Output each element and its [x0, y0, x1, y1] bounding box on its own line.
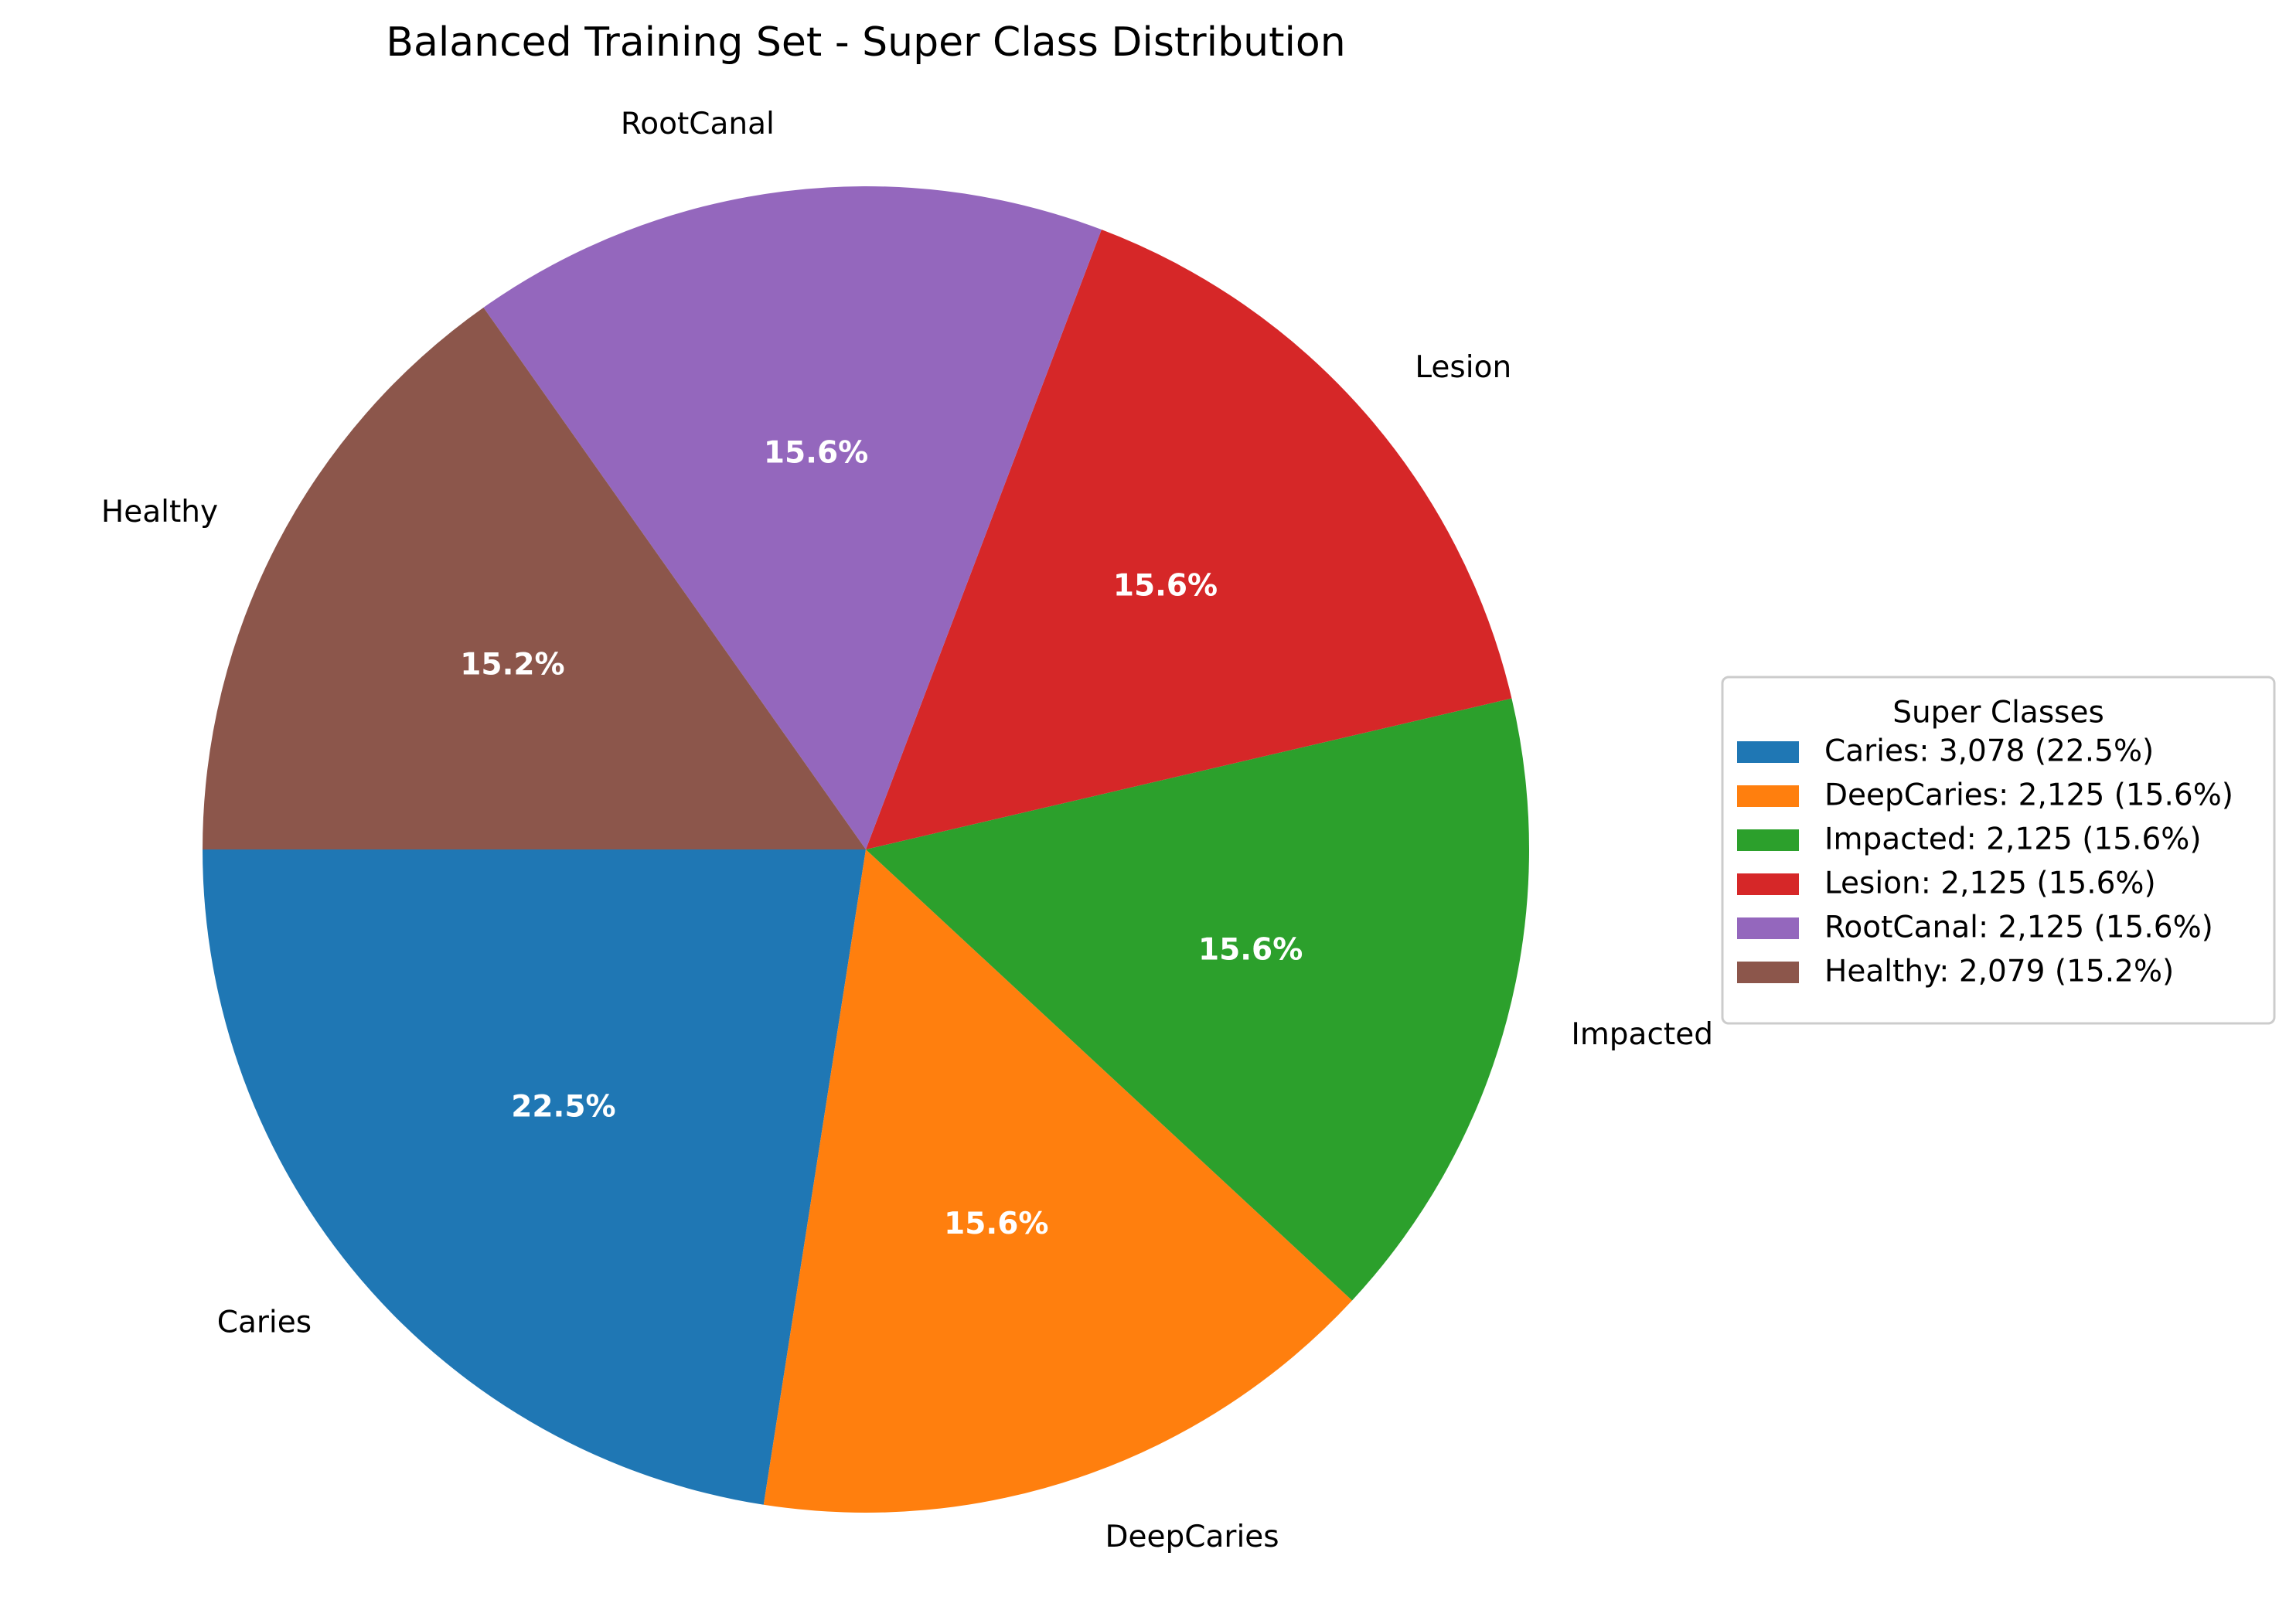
slice-label-caries: Caries [217, 1305, 312, 1340]
pct-label-lesion: 15.6% [1113, 569, 1218, 604]
chart-title: Balanced Training Set - Super Class Dist… [386, 19, 1345, 66]
legend-title: Super Classes [1892, 696, 2104, 730]
slice-label-lesion: Lesion [1415, 350, 1511, 385]
legend-swatch-impacted [1737, 829, 1799, 851]
legend-label-lesion: Lesion: 2,125 (15.6%) [1824, 866, 2156, 901]
slice-healthy [203, 307, 866, 849]
legend: Super Classes Caries: 3,078 (22.5%) DeepC… [1721, 676, 2276, 1025]
slice-label-rootcanal: RootCanal [621, 107, 775, 141]
slice-caries [203, 849, 866, 1505]
legend-frame [1721, 676, 2276, 1025]
slice-deepcaries [763, 849, 1353, 1513]
legend-swatch-healthy [1737, 962, 1799, 983]
pct-label-rootcanal: 15.6% [764, 436, 868, 471]
legend-swatch-lesion [1737, 873, 1799, 895]
pct-label-impacted: 15.6% [1198, 932, 1303, 967]
legend-swatch-rootcanal [1737, 917, 1799, 939]
slice-label-deepcaries: DeepCaries [1105, 1520, 1279, 1554]
legend-label-rootcanal: RootCanal: 2,125 (15.6%) [1824, 911, 2213, 945]
slice-impacted [866, 698, 1530, 1301]
pct-label-deepcaries: 15.6% [944, 1207, 1048, 1241]
legend-label-caries: Caries: 3,078 (22.5%) [1824, 734, 2154, 769]
legend-label-deepcaries: DeepCaries: 2,125 (15.6%) [1824, 778, 2233, 813]
legend-swatch-caries [1737, 741, 1799, 763]
slice-label-impacted: Impacted [1571, 1017, 1713, 1052]
legend-swatch-deepcaries [1737, 785, 1799, 807]
legend-items: Caries: 3,078 (22.5%) DeepCaries: 2,125 (… [1737, 734, 2233, 989]
pie-slices [203, 186, 1530, 1513]
legend-label-healthy: Healthy: 2,079 (15.2%) [1824, 955, 2174, 989]
legend-label-impacted: Impacted: 2,125 (15.6%) [1824, 822, 2202, 857]
pct-label-healthy: 15.2% [460, 648, 564, 683]
slice-rootcanal [483, 186, 1102, 849]
slice-label-healthy: Healthy [101, 495, 218, 529]
slice-labels: 22.5% Caries 15.6% DeepCaries 15.6% Impacted 1… [101, 107, 1713, 1554]
slice-lesion [866, 230, 1512, 849]
pct-label-caries: 22.5% [511, 1089, 615, 1124]
